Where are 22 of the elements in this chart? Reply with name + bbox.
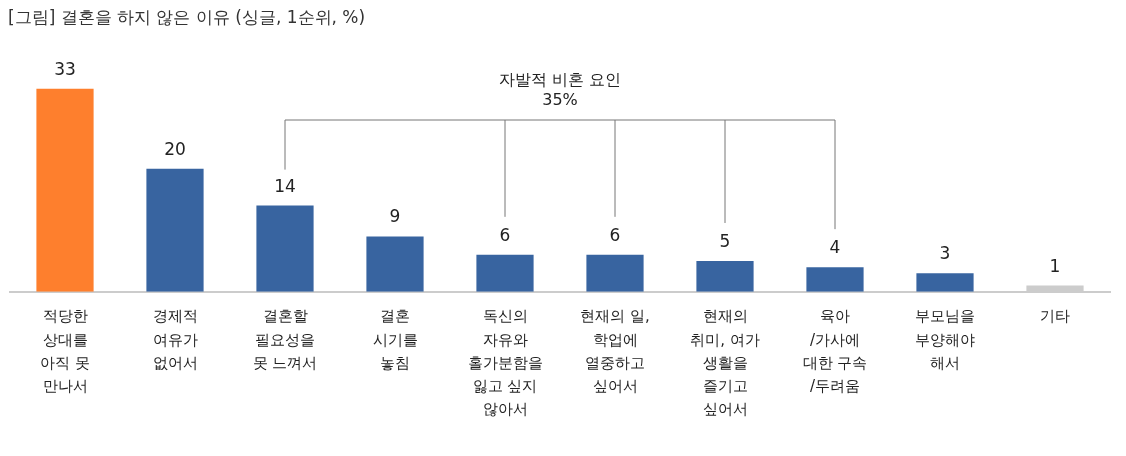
x-tick-label: 결혼할 필요성을 못 느껴서: [252, 307, 318, 372]
x-tick-label: 현재의 취미, 여가 생활을 즐기고 싶어서: [690, 307, 760, 419]
annotation: 자발적 비혼 요인 35%: [498, 70, 622, 110]
data-label: 33: [54, 58, 76, 79]
data-label: 14: [274, 175, 296, 196]
x-tick-label: 부모님을 부양해야 해서: [915, 307, 975, 372]
x-tick-label: 독신의 자유와 홀가분함을 잃고 싶지 않아서: [467, 307, 543, 419]
data-label: 20: [164, 138, 186, 159]
x-tick-label: 육아 /가사에 대한 구속 /두려움: [802, 307, 868, 396]
x-tick-label: 경제적 여유가 없어서: [152, 307, 198, 372]
x-tick-label: 적당한 상대를 아직 못 만나서: [40, 307, 90, 396]
data-label: 9: [389, 206, 401, 227]
x-tick-label: 현재의 일, 학업에 열중하고 싶어서: [580, 307, 650, 396]
data-label: 6: [609, 224, 621, 245]
x-tick-label: 결혼 시기를 놓침: [372, 307, 418, 372]
data-label: 4: [829, 237, 841, 258]
data-label: 1: [1049, 255, 1061, 276]
data-label: 3: [939, 243, 951, 264]
chart-title: [그림] 결혼을 하지 않은 이유 (싱글, 1순위, %): [8, 6, 366, 29]
x-tick-label: 기타: [1040, 307, 1070, 326]
data-label: 6: [499, 224, 511, 245]
data-label: 5: [719, 230, 731, 251]
